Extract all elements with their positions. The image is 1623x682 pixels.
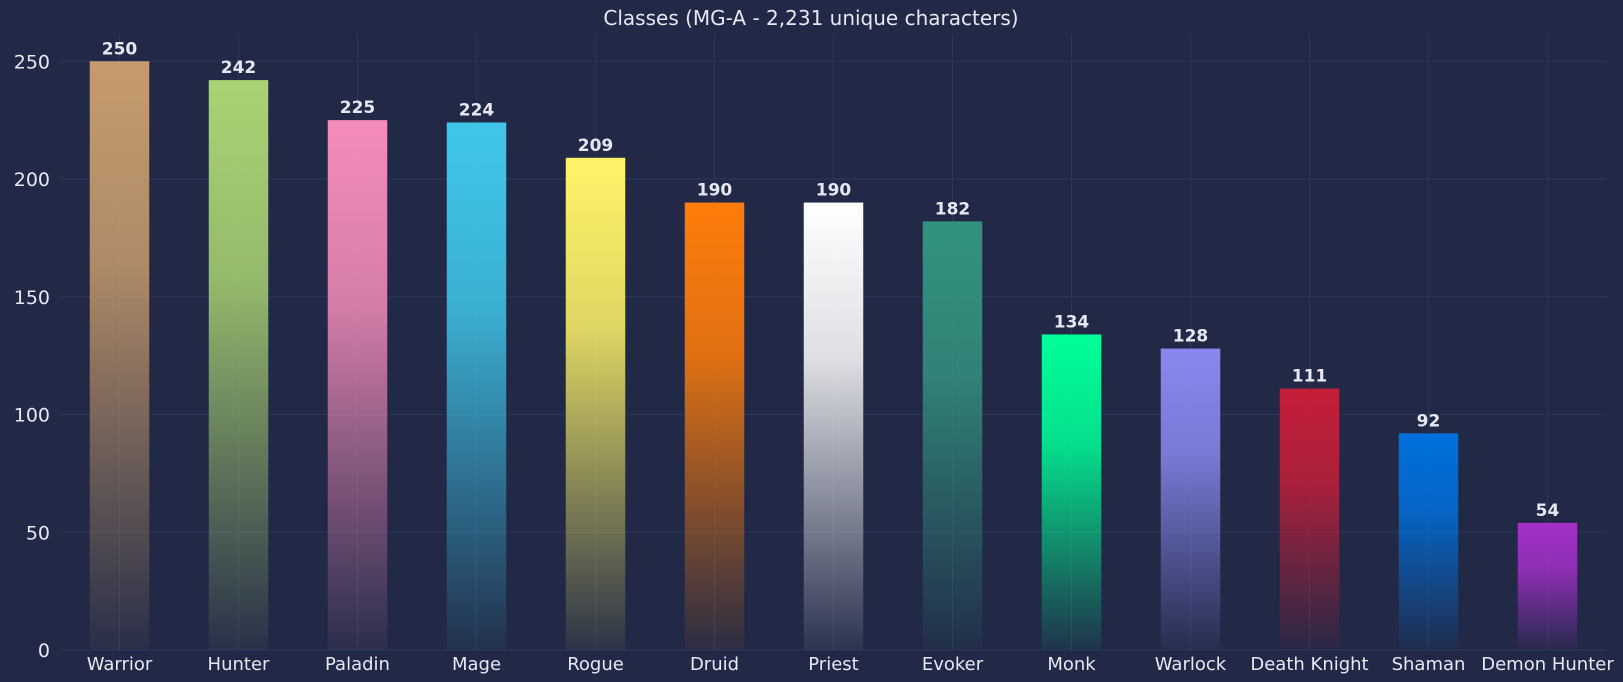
x-tick-label: Warrior [87, 654, 153, 675]
x-tick-label: Demon Hunter [1481, 654, 1614, 675]
x-tick-label: Rogue [567, 654, 624, 675]
value-label: 128 [1173, 327, 1209, 347]
bar-mage [446, 122, 507, 651]
x-tick-label: Death Knight [1250, 654, 1368, 675]
bar-monk [1041, 334, 1102, 650]
value-label: 190 [697, 181, 733, 201]
bar-shaman [1398, 433, 1459, 650]
bar-hunter [208, 80, 269, 650]
y-axis-ticks: 0 50 100 150 200 250 [14, 51, 50, 662]
x-axis-ticks: Warrior Hunter Paladin Mage Rogue Druid Priest… [87, 654, 1615, 675]
chart-title: Classes (MG-A - 2,231 unique characters) [603, 6, 1018, 30]
value-label: 242 [221, 58, 257, 78]
x-tick-label: Shaman [1392, 654, 1466, 675]
value-label: 224 [459, 100, 495, 120]
bar-druid [684, 202, 745, 650]
bar-warrior [89, 61, 150, 651]
x-tick-label: Paladin [325, 654, 390, 675]
y-tick-label: 0 [38, 640, 50, 662]
value-label: 54 [1536, 501, 1560, 521]
x-tick-label: Druid [690, 654, 739, 675]
value-label: 190 [816, 181, 852, 201]
value-label: 250 [102, 39, 138, 59]
bar-demon-hunter [1517, 522, 1578, 650]
bar-paladin [327, 120, 388, 650]
value-labels-group: 250 242 225 224 209 190 190 182 134 128 111 92 54 [102, 39, 1560, 521]
y-tick-label: 150 [14, 287, 50, 309]
x-tick-label: Mage [452, 654, 501, 675]
bar-death-knight [1279, 388, 1340, 650]
x-tick-label: Evoker [922, 654, 984, 675]
value-label: 209 [578, 136, 614, 156]
x-tick-label: Warlock [1155, 654, 1227, 675]
x-tick-label: Hunter [208, 654, 270, 675]
x-tick-label: Priest [808, 654, 858, 675]
bar-priest [803, 202, 864, 650]
value-label: 111 [1292, 367, 1328, 387]
bars-group [89, 61, 1578, 651]
bar-warlock [1160, 348, 1221, 650]
y-tick-label: 50 [26, 522, 50, 544]
y-tick-label: 100 [14, 405, 50, 427]
value-label: 225 [340, 98, 376, 118]
value-label: 182 [935, 199, 971, 219]
value-label: 134 [1054, 312, 1090, 332]
x-tick-label: Monk [1047, 654, 1096, 675]
y-tick-label: 200 [14, 169, 50, 191]
bar-evoker [922, 221, 983, 650]
value-label: 92 [1417, 411, 1441, 431]
y-tick-label: 250 [14, 51, 50, 73]
bar-rogue [565, 157, 626, 650]
